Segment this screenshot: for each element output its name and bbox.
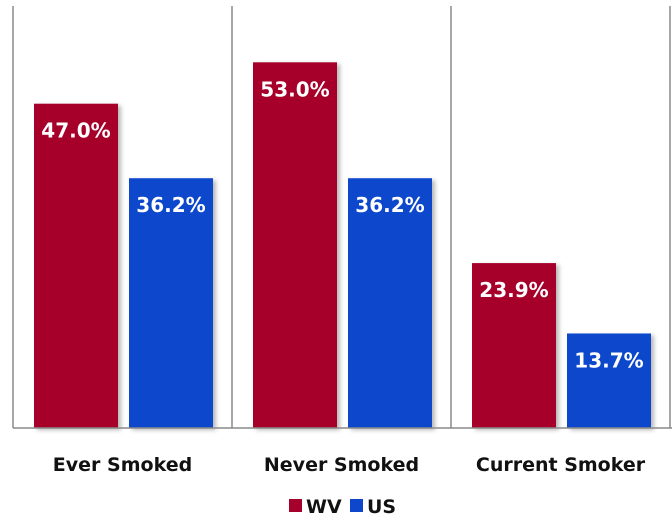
data-labels: 47.0% 36.2% 53.0% 36.2% 23.9% 13.7% <box>41 77 643 372</box>
data-label-wv-ever-smoked: 47.0% <box>41 119 110 143</box>
category-label-never-smoked: Never Smoked <box>264 454 419 476</box>
data-label-wv-current-smoker: 23.9% <box>479 278 548 302</box>
data-label-wv-never-smoked: 53.0% <box>260 77 329 101</box>
data-label-us-never-smoked: 36.2% <box>355 193 424 217</box>
legend-swatch-us <box>350 499 363 512</box>
bar-us-never-smoked <box>348 178 432 428</box>
legend-label-wv: WV <box>306 496 342 518</box>
category-separators <box>12 6 671 428</box>
bars <box>34 62 651 429</box>
data-label-us-current-smoker: 13.7% <box>574 348 643 372</box>
bar-us-ever-smoked <box>129 178 213 428</box>
bar-wv-never-smoked <box>253 62 337 429</box>
category-labels: Ever Smoked Never Smoked Current Smoker <box>53 454 646 476</box>
bar-wv-ever-smoked <box>34 103 118 428</box>
data-label-us-ever-smoked: 36.2% <box>136 193 205 217</box>
bar-wv-current-smoker <box>472 263 556 428</box>
legend-swatch-wv <box>289 499 302 512</box>
legend: WV US <box>289 496 396 518</box>
legend-label-us: US <box>367 496 396 518</box>
category-label-ever-smoked: Ever Smoked <box>53 454 192 476</box>
category-label-current-smoker: Current Smoker <box>476 454 646 476</box>
bar-us-current-smoker <box>567 333 651 428</box>
